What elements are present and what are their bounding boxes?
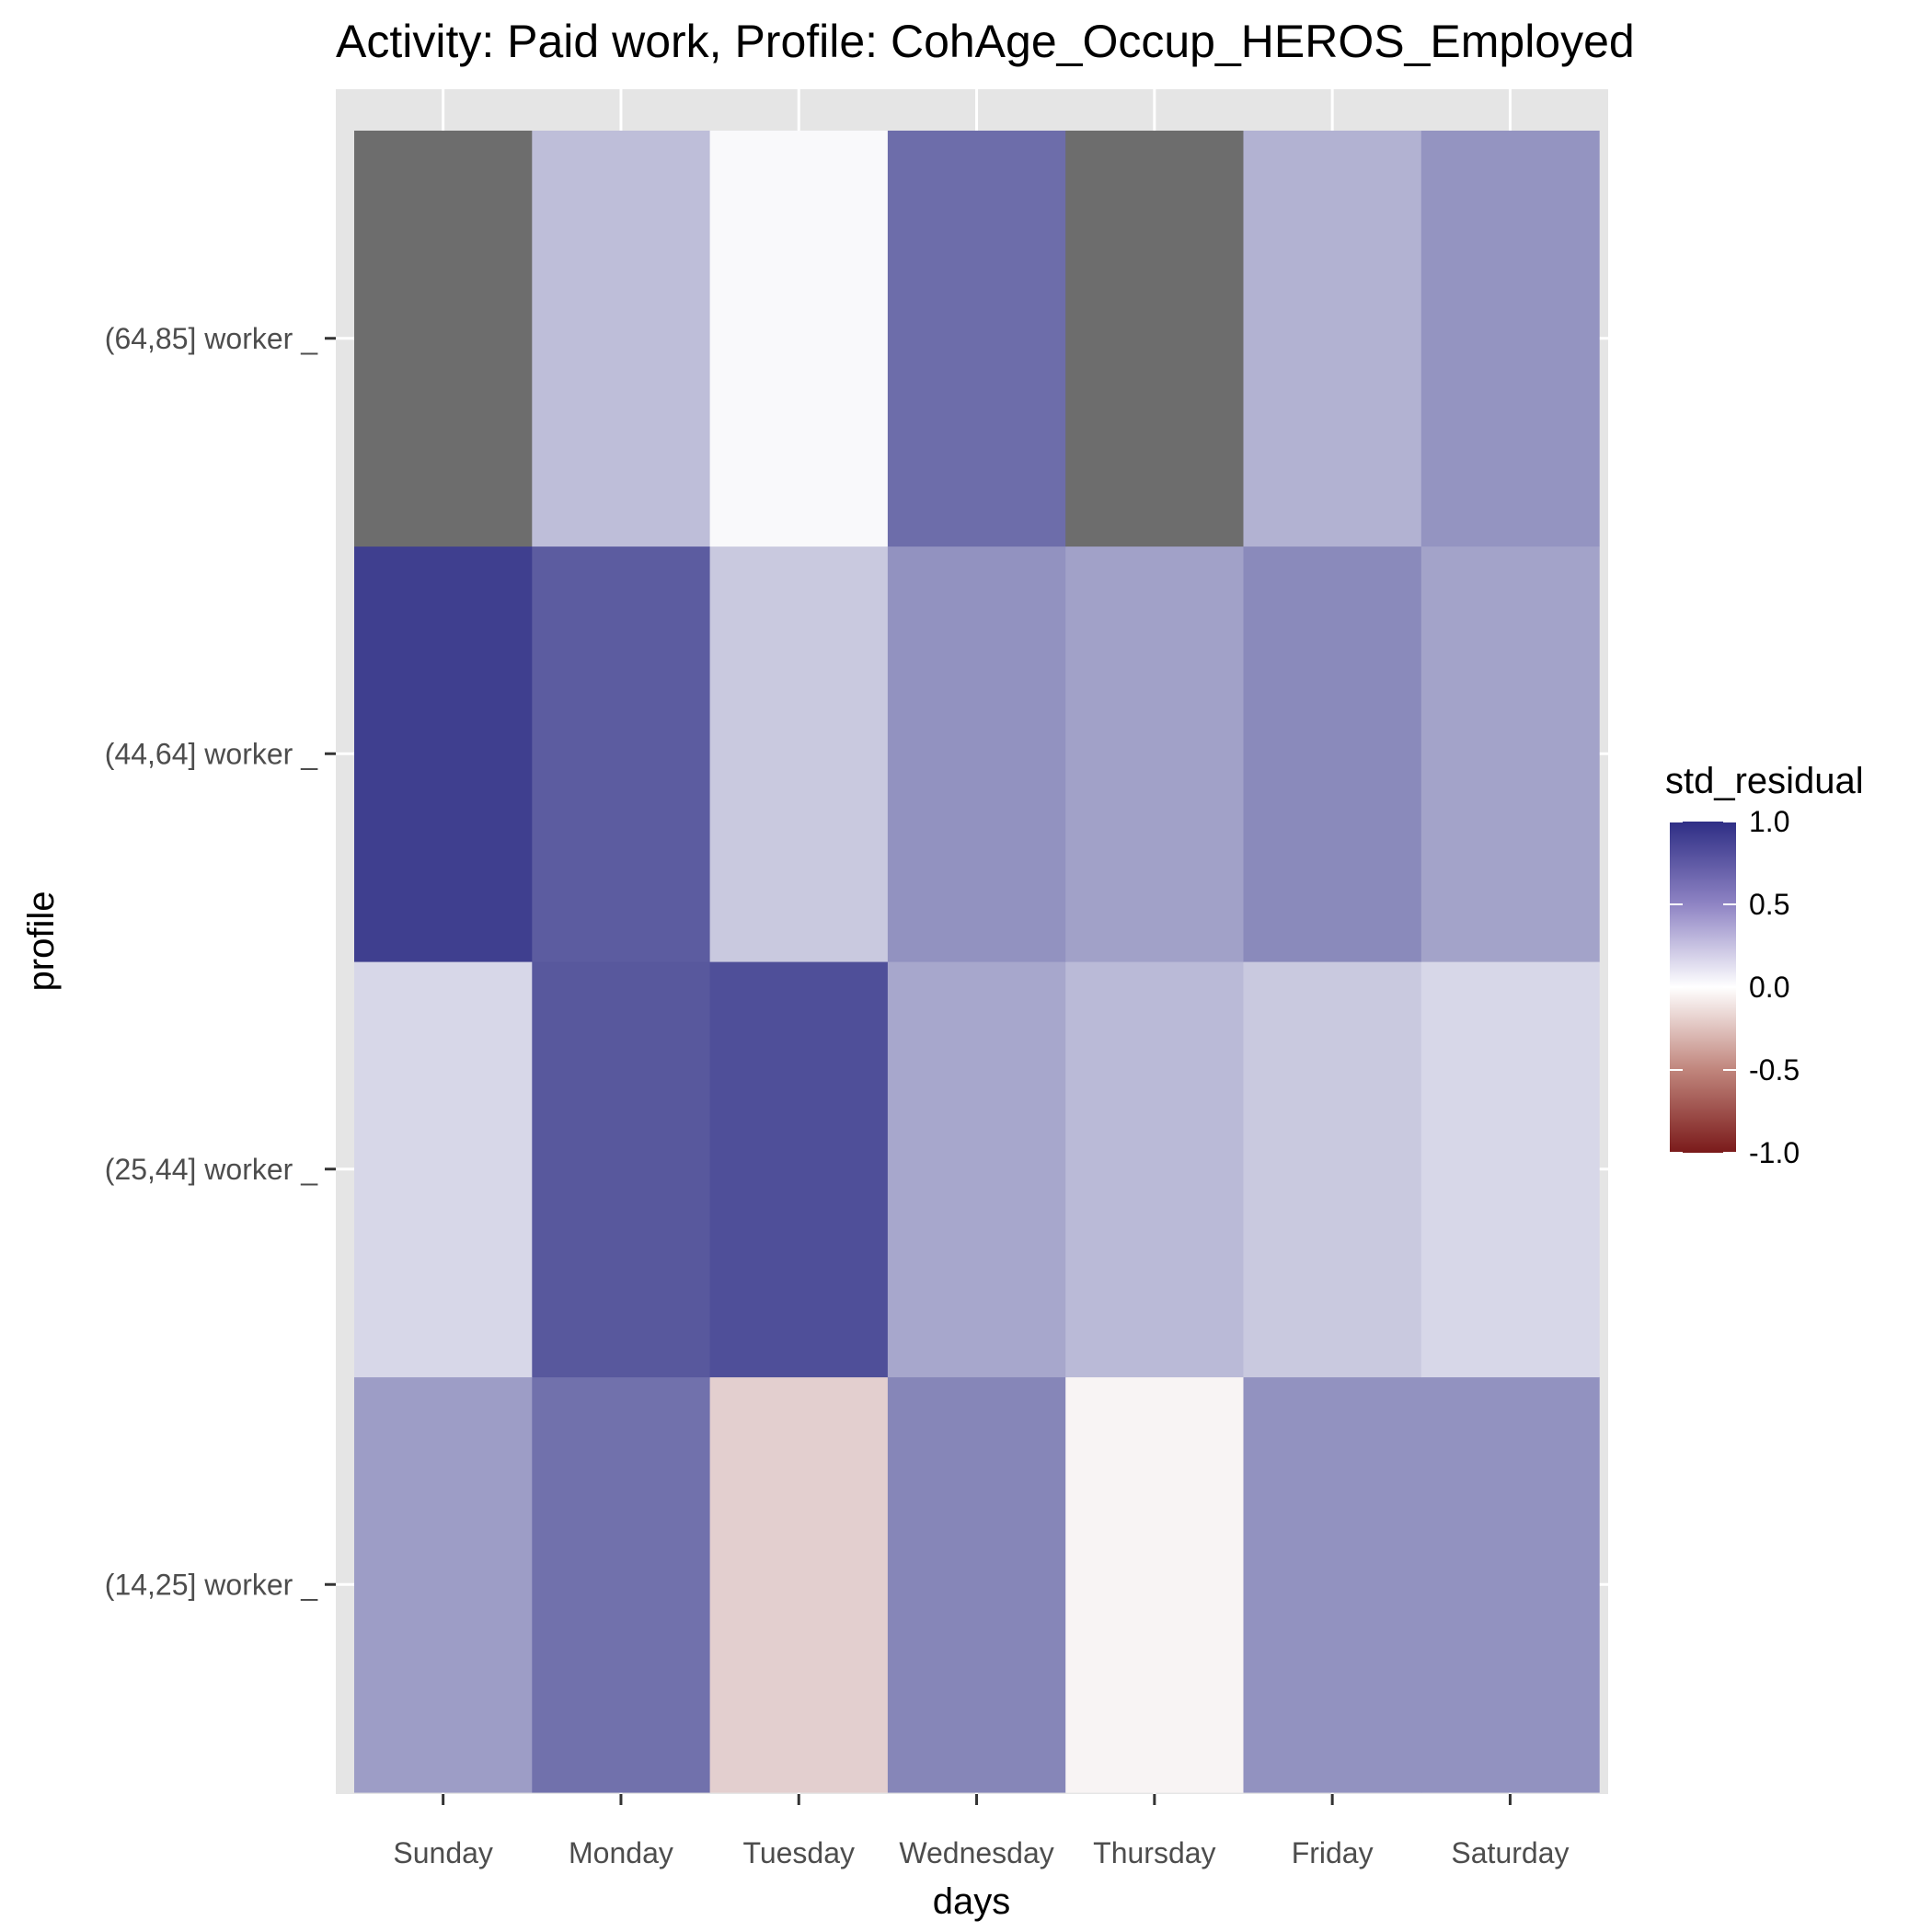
legend-tick-label: 0.0 [1749,971,1789,1004]
legend-title: std_residual [1665,761,1864,801]
heatmap-tile [709,131,889,547]
legend-tick-label: 0.5 [1749,888,1789,921]
chart-title: Activity: Paid work, Profile: CohAge_Occ… [336,16,1635,67]
legend-tick-label: 1.0 [1749,805,1789,838]
heatmap-tile [532,546,711,962]
legend: std_residual 1.0 0.5 0.0 -0.5 -1.0 [1665,761,1864,1169]
heatmap-tile [709,961,889,1378]
y-axis: (14,25] worker _ (25,44] worker _ (44,64] … [105,322,336,1601]
heatmap-tile [1420,961,1600,1378]
heatmap-tile [1243,131,1422,547]
heatmap-tile [887,1376,1066,1793]
legend-ticks: 1.0 0.5 0.0 -0.5 -1.0 [1670,805,1800,1169]
heatmap-tile [1243,546,1422,962]
heatmap-tile [1243,961,1422,1378]
x-tick-label: Thursday [1093,1836,1215,1869]
heatmap-tiles [354,131,1600,1793]
heatmap-tile [887,131,1066,547]
x-tick-label: Tuesday [742,1836,855,1869]
heatmap-tile [532,131,711,547]
heatmap-tile [1420,546,1600,962]
x-tick-label: Saturday [1451,1836,1569,1869]
y-tick-label: (44,64] worker _ [105,737,318,770]
heatmap-tile [1065,1376,1245,1793]
y-tick-label: (64,85] worker _ [105,322,318,355]
heatmap-tile [354,131,533,547]
heatmap-tile [887,546,1066,962]
heatmap-tile [1065,546,1245,962]
y-tick-label: (25,44] worker _ [105,1153,318,1186]
heatmap-tile [709,546,889,962]
heatmap-tile [354,1376,533,1793]
heatmap-tile [709,1376,889,1793]
x-tick-label: Monday [569,1836,673,1869]
heatmap-tile [532,1376,711,1793]
heatmap-tile [1065,961,1245,1378]
heatmap-tile [532,961,711,1378]
heatmap-tile [1420,1376,1600,1793]
heatmap-tile [1065,131,1245,547]
x-axis: Sunday Monday Tuesday Wednesday Thursday Frid… [393,1794,1569,1869]
heatmap-tile [1243,1376,1422,1793]
x-tick-label: Friday [1292,1836,1374,1869]
x-tick-label: Sunday [393,1836,493,1869]
legend-tick-label: -1.0 [1749,1136,1800,1169]
x-axis-title: days [933,1881,1011,1922]
y-tick-label: (14,25] worker _ [105,1568,318,1601]
heatmap-tile [1420,131,1600,547]
y-axis-title: profile [21,891,62,992]
heatmap-tile [354,546,533,962]
legend-tick-label: -0.5 [1749,1053,1800,1087]
heatmap-tile [887,961,1066,1378]
x-tick-label: Wednesday [899,1836,1053,1869]
heatmap-tile [354,961,533,1378]
